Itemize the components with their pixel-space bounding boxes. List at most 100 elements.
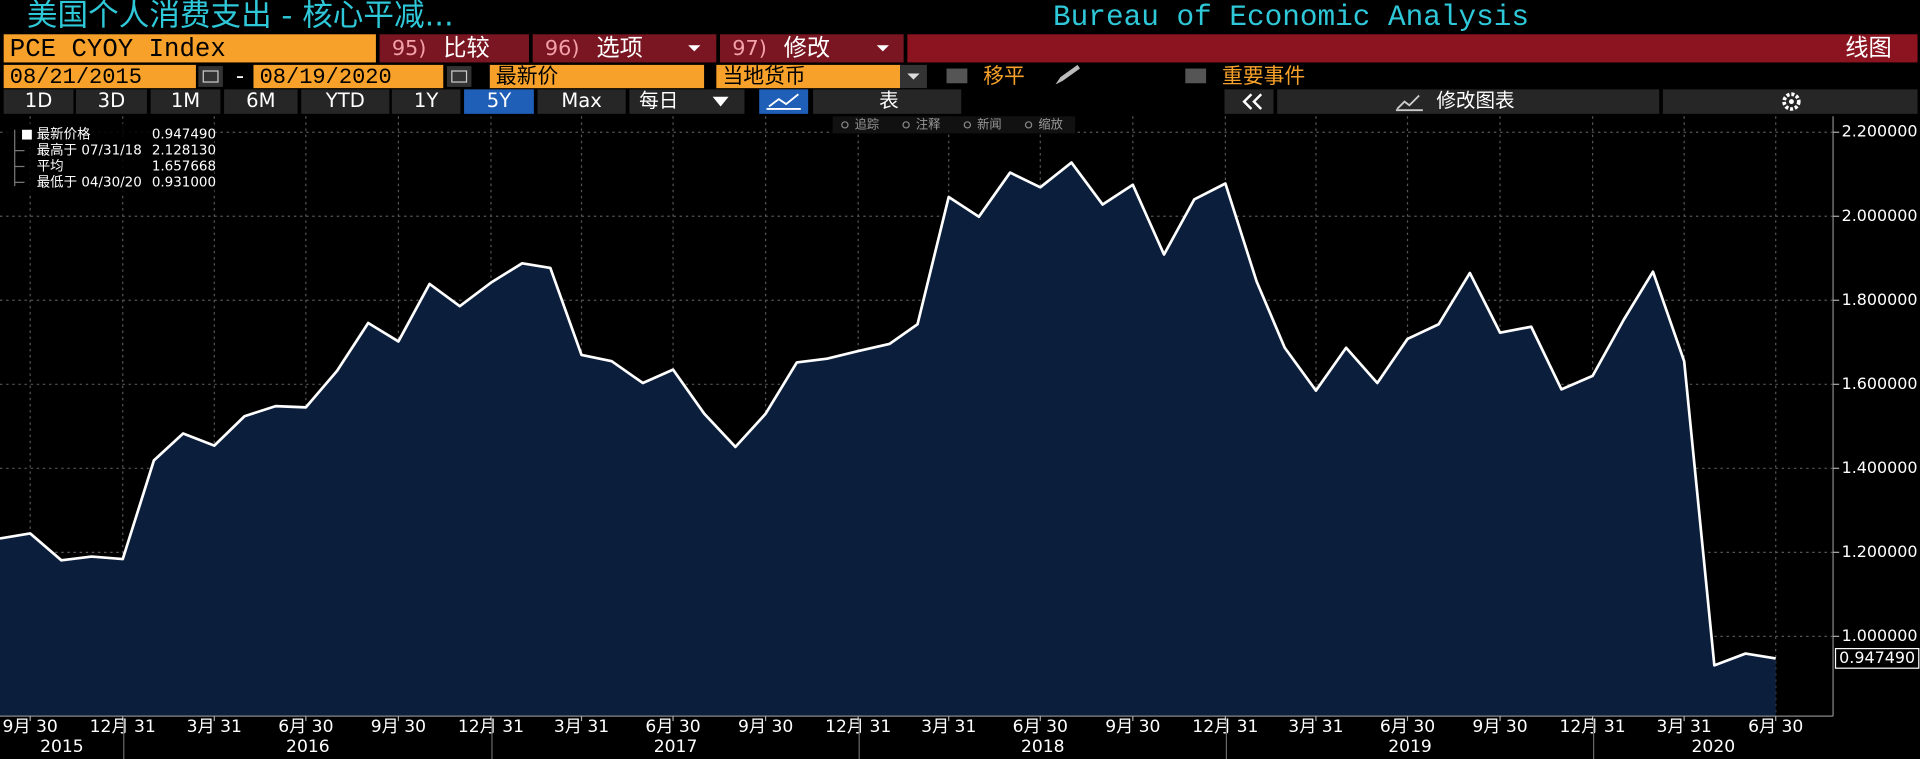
period-button[interactable] xyxy=(3,89,74,114)
period-label[interactable]: 6M xyxy=(246,89,275,112)
function-button[interactable] xyxy=(379,34,529,63)
period-label[interactable]: 1Y xyxy=(414,89,438,112)
end-date-box[interactable] xyxy=(253,64,444,89)
calendar-icon[interactable] xyxy=(446,66,472,87)
line-chart-icon xyxy=(766,93,801,110)
y-tick-label: 1.400000 xyxy=(1842,458,1918,477)
period-button[interactable] xyxy=(224,89,298,114)
currency-box[interactable] xyxy=(716,64,900,89)
moving-avg-checkbox[interactable] xyxy=(946,68,968,84)
start-date[interactable]: 08/21/2015 xyxy=(10,65,142,90)
tool-icon[interactable] xyxy=(1024,121,1033,129)
moving-avg[interactable]: 移平 xyxy=(983,64,1025,88)
tool-label[interactable]: 注释 xyxy=(916,116,940,131)
legend-value: 1.657668 xyxy=(152,159,216,174)
frequency[interactable]: 每日 xyxy=(639,89,678,112)
function-number[interactable]: 96) xyxy=(545,36,580,60)
dropdown-arrow xyxy=(688,45,701,52)
source: Bureau of Economic Analysis xyxy=(1053,1,1529,34)
dropdown-arrow xyxy=(712,96,729,107)
x-tick-label: 12月 31 xyxy=(1560,717,1626,737)
period-label[interactable]: Max xyxy=(561,89,601,112)
function-label[interactable]: 修改 xyxy=(784,34,831,61)
legend: 最新价格 0.947490 最高于 07/31/18 2.128130 平均 1.6576… xyxy=(37,127,216,191)
legend-label: 平均 xyxy=(37,158,64,174)
tool-icon[interactable] xyxy=(841,121,849,129)
start-date-box[interactable] xyxy=(3,64,196,89)
legend-value: 2.128130 xyxy=(152,144,216,159)
period-button[interactable] xyxy=(464,89,534,114)
function-number[interactable]: 95) xyxy=(392,36,427,60)
period-button[interactable] xyxy=(75,89,147,114)
tool-label[interactable]: 缩放 xyxy=(1038,116,1062,131)
function-button[interactable] xyxy=(532,34,717,63)
gear-hub xyxy=(1788,99,1794,105)
dropdown-arrow xyxy=(876,45,889,52)
function-label[interactable]: 比较 xyxy=(443,34,490,61)
tool-label[interactable]: 追踪 xyxy=(855,116,879,131)
last-value-box xyxy=(1834,647,1920,669)
x-tick-label: 6月 30 xyxy=(1013,717,1068,737)
function-button[interactable] xyxy=(720,34,904,63)
period-button[interactable] xyxy=(301,89,390,114)
ticker-box[interactable] xyxy=(3,34,376,63)
y-tick-label: 1.800000 xyxy=(1842,290,1918,309)
line xyxy=(0,161,1776,667)
table-box[interactable] xyxy=(813,89,962,114)
x-tick-label: 9月 30 xyxy=(738,717,793,737)
period-button[interactable] xyxy=(150,89,221,114)
period-button[interactable] xyxy=(537,89,626,114)
x-tick-label: 3月 31 xyxy=(554,717,609,737)
x-tick-label: 6月 30 xyxy=(278,717,333,737)
currency[interactable]: 当地货币 xyxy=(722,64,805,88)
tools-strip xyxy=(832,116,1076,134)
period-button[interactable] xyxy=(391,89,461,114)
pencil-icon[interactable] xyxy=(1055,64,1080,85)
x-tick-label: 6月 30 xyxy=(645,717,700,737)
x-tick-label: 12月 31 xyxy=(458,717,524,737)
period-label[interactable]: 3D xyxy=(98,89,126,112)
tool-icon[interactable] xyxy=(963,121,972,129)
x-tick-label: 3月 31 xyxy=(1657,717,1712,737)
x-tick-label: 6月 30 xyxy=(1748,717,1803,737)
function-label[interactable]: 选项 xyxy=(596,34,643,61)
x-tick-label: 12月 31 xyxy=(825,717,891,737)
x-year-label: 2018 xyxy=(1021,737,1065,757)
x-tick-label: 9月 30 xyxy=(1472,717,1527,737)
end-date[interactable]: 08/19/2020 xyxy=(260,65,392,90)
tool-label[interactable]: 新闻 xyxy=(977,116,1001,131)
y-tick-label: 2.200000 xyxy=(1842,122,1918,141)
tool-icon[interactable] xyxy=(902,121,910,129)
table-button[interactable]: 表 xyxy=(879,89,899,112)
frequency-box[interactable] xyxy=(629,89,745,114)
function-buttons: 95) 比较 96) 选项 97) 修改 xyxy=(379,34,904,63)
price-field-box[interactable] xyxy=(489,64,705,89)
period-label[interactable]: 1D xyxy=(25,89,53,112)
price-field[interactable]: 最新价 xyxy=(496,64,559,88)
events-checkbox[interactable] xyxy=(1185,68,1207,84)
legend-label: 最新价格 xyxy=(37,127,91,143)
edit-chart[interactable]: 修改图表 xyxy=(1436,89,1514,112)
period-label[interactable]: YTD xyxy=(325,89,365,112)
x-tick-label: 12月 31 xyxy=(1192,717,1258,737)
period-label[interactable]: 1M xyxy=(171,89,200,112)
function-number[interactable]: 97) xyxy=(732,36,767,60)
edit-chart-box[interactable] xyxy=(1277,89,1660,114)
x-year-label: 2016 xyxy=(286,737,330,757)
y-tick-label: 1.000000 xyxy=(1842,626,1918,645)
calendar-icon[interactable] xyxy=(198,66,223,87)
gear-icon[interactable] xyxy=(1782,92,1801,111)
x-tick-label: 3月 31 xyxy=(921,717,976,737)
calendar-glyph xyxy=(202,70,219,83)
x-tick-label: 3月 31 xyxy=(187,717,242,737)
plot: 1.000000 1.200000 1.400000 1.600000 1.800000… xyxy=(0,116,1920,759)
chart-type[interactable]: 线图 xyxy=(1845,34,1892,61)
collapse-button[interactable] xyxy=(1224,89,1274,114)
legend-value: 0.947490 xyxy=(152,128,216,143)
period-buttons: 1D 3D 1M 6M YTD 1Y 5Y Max xyxy=(3,89,626,114)
key-events[interactable]: 重要事件 xyxy=(1222,64,1305,88)
ticker[interactable]: PCE CYOY Index xyxy=(10,35,226,64)
x-year-label: 2019 xyxy=(1388,737,1432,757)
function-bar xyxy=(907,34,1918,63)
period-label[interactable]: 5Y xyxy=(487,89,511,112)
